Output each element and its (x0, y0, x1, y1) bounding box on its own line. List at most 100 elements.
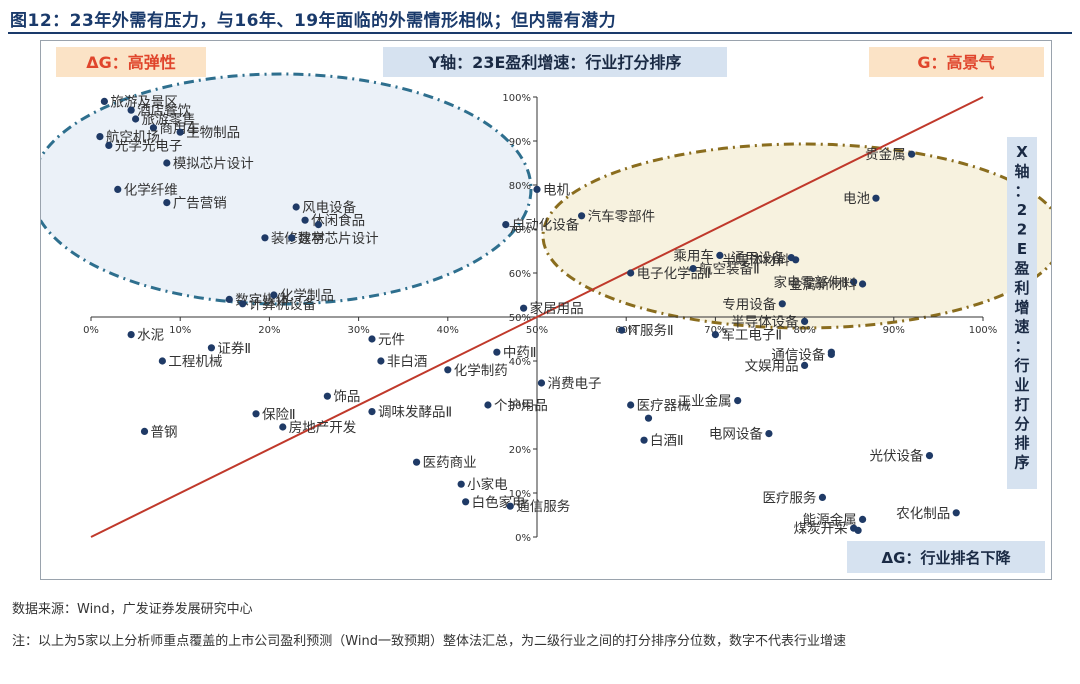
point-label: 煤炭开采 (794, 521, 848, 537)
point-label: 饰品 (333, 389, 360, 405)
data-point (368, 408, 376, 416)
point-label: 生物制品 (186, 125, 240, 141)
data-point (127, 106, 135, 114)
x-axis-title-char: 分 (1014, 415, 1029, 433)
data-point (506, 502, 514, 510)
point-label: 非白酒 (387, 354, 428, 370)
data-point (163, 159, 171, 167)
data-point (100, 97, 108, 105)
x-tick-label: 10% (169, 325, 191, 336)
point-label: 家居用品 (530, 300, 584, 317)
scatter-chart: 0% 10% 20% 30% 40% 50% 60% 70% 80% 90% 100% 0% 10% 20… (41, 47, 1051, 573)
data-point (644, 414, 653, 422)
data-point (149, 124, 158, 132)
quadrant-label-top-left: ΔG：高弹性 (86, 53, 176, 72)
data-point (925, 452, 934, 460)
data-point (711, 331, 720, 339)
data-point (854, 526, 862, 534)
point-label: 光学光电子 (115, 138, 183, 154)
data-point (261, 234, 269, 242)
data-point (801, 317, 809, 325)
point-label: 计算机设备 (249, 296, 317, 313)
y-tick-label: 20% (509, 445, 531, 456)
data-point (462, 498, 470, 506)
point-label: IT服务Ⅱ (628, 323, 674, 339)
axes-group: 0% 10% 20% 30% 40% 50% 60% 70% 80% 90% 100% 0% 10% 20… (83, 93, 997, 544)
point-label: 化学制药 (454, 363, 508, 379)
point-label: 医疗器械 (637, 398, 691, 414)
x-axis-title-char: 轴 (1014, 162, 1029, 180)
data-point (627, 401, 635, 409)
y-tick-label: 30% (509, 401, 531, 412)
data-point (377, 357, 385, 365)
data-point (618, 326, 626, 334)
data-point (323, 392, 331, 400)
x-axis-title-char: 2 (1017, 221, 1027, 239)
point-label: 旅游零售 (142, 112, 196, 128)
data-point (578, 212, 586, 220)
y-tick-label: 80% (509, 181, 531, 192)
x-axis-title-char: 业 (1014, 376, 1029, 394)
x-tick-label: 30% (347, 325, 369, 336)
data-point (765, 430, 773, 438)
y-axis-title: Y轴：23E盈利增速：行业打分排序 (428, 53, 682, 72)
point-label: 能源金属 (803, 512, 857, 528)
point-label: 光伏设备 (869, 448, 923, 465)
x-tick-label: 20% (258, 325, 280, 336)
point-label: 工业金属 (678, 394, 732, 410)
data-point (640, 436, 648, 444)
point-label: 通信服务 (516, 499, 570, 515)
data-point (252, 410, 260, 418)
point-label: 通信设备 (771, 346, 825, 363)
point-label: 酒店餐饮 (137, 103, 191, 119)
data-point (792, 256, 800, 264)
point-label: 消费电子 (547, 376, 601, 392)
data-point (818, 493, 827, 501)
data-point (270, 291, 278, 299)
box-x-axis-title (1007, 137, 1037, 489)
point-label: 模拟芯片设计 (173, 156, 254, 172)
data-point (140, 427, 149, 435)
data-point (288, 234, 296, 242)
data-point (537, 379, 546, 387)
data-point (105, 141, 113, 149)
y-tick-label: 40% (509, 357, 531, 368)
point-label: 装修建材 (271, 231, 325, 247)
data-point (207, 344, 216, 352)
x-axis-title-char: X (1016, 143, 1028, 161)
point-label: 化学制品 (280, 288, 334, 304)
footnote: 注：以上为5家以上分析师重点覆盖的上市公司盈利预测（Wind一致预期）整体法汇总… (12, 634, 846, 649)
data-point (850, 278, 858, 286)
high-prosperity-ellipse (541, 142, 1051, 330)
point-label: 文娱用品 (745, 358, 799, 374)
quadrant-label-top-right: G：高景气 (917, 53, 994, 72)
x-axis-title-char: 增 (1014, 298, 1029, 316)
data-point (689, 265, 697, 273)
point-label: 个护用品 (494, 398, 548, 414)
chart-frame: 0% 10% 20% 30% 40% 50% 60% 70% 80% 90% 100% 0% 10% 20… (40, 40, 1052, 580)
data-point (778, 300, 786, 308)
point-label: 调味发酵品Ⅱ (378, 405, 452, 421)
data-point (163, 199, 171, 207)
point-label: 商用车 (159, 120, 200, 137)
point-label: 白酒Ⅱ (650, 433, 684, 449)
x-axis-title-char: 行 (1013, 357, 1029, 375)
data-point (114, 185, 122, 193)
point-label: 中药Ⅱ (503, 345, 537, 361)
box-y-axis-title (383, 47, 727, 77)
point-label: 电池 (843, 191, 870, 207)
point-label: 元件 (378, 332, 405, 348)
x-axis-title-char: 速 (1014, 318, 1029, 336)
y-tick-label: 70% (509, 225, 531, 236)
source-note: 数据来源：Wind，广发证券发展研究中心 (12, 602, 253, 617)
data-point (858, 515, 867, 523)
box-bottom-right (847, 541, 1045, 573)
data-point (412, 458, 421, 466)
data-point (96, 133, 104, 141)
point-label: 航空装备Ⅱ (699, 261, 760, 278)
data-point (502, 221, 510, 229)
point-label: 军工电子Ⅱ (721, 328, 782, 344)
point-label: 半导体材料 (722, 253, 790, 269)
data-point (314, 221, 323, 229)
